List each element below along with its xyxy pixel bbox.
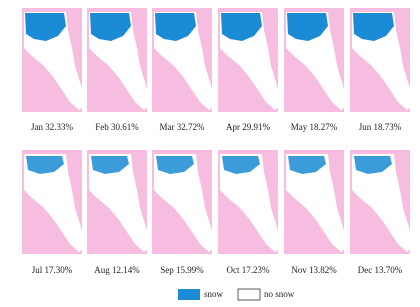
panel-label: Aug 12.14% xyxy=(94,265,140,275)
panel-label: Jan 32.33% xyxy=(31,122,73,132)
panel-label: Jul 17.30% xyxy=(32,265,73,275)
legend-swatch xyxy=(238,289,260,300)
map-panel xyxy=(87,150,149,254)
panel-label: Oct 17.23% xyxy=(227,265,270,275)
map-panel xyxy=(218,8,280,112)
panel-label: Jun 18.73% xyxy=(359,122,402,132)
panel-label: Apr 29.91% xyxy=(226,122,270,132)
map-panel xyxy=(350,8,412,112)
map-panel xyxy=(152,8,214,112)
panel-label: Sep 15.99% xyxy=(160,265,204,275)
panel-label: Mar 32.72% xyxy=(160,122,205,132)
map-panel xyxy=(284,150,346,254)
panel-label: Nov 13.82% xyxy=(291,265,337,275)
panel-label: May 18.27% xyxy=(291,122,338,132)
legend-swatch xyxy=(178,289,200,300)
map-panel xyxy=(22,150,84,254)
map-panel xyxy=(22,8,84,112)
map-panel xyxy=(284,8,346,112)
figure: Jan 32.33% Feb 30.61% Mar 32.72% Apr 29.91%… xyxy=(0,0,420,307)
map-panel xyxy=(218,150,280,254)
map-panel xyxy=(152,150,214,254)
legend-label: no snow xyxy=(264,289,295,299)
map-panel xyxy=(87,8,149,112)
panel-label: Feb 30.61% xyxy=(95,122,139,132)
legend-label: snow xyxy=(204,289,224,299)
map-panel xyxy=(350,150,412,254)
panel-label: Dec 13.70% xyxy=(358,265,403,275)
